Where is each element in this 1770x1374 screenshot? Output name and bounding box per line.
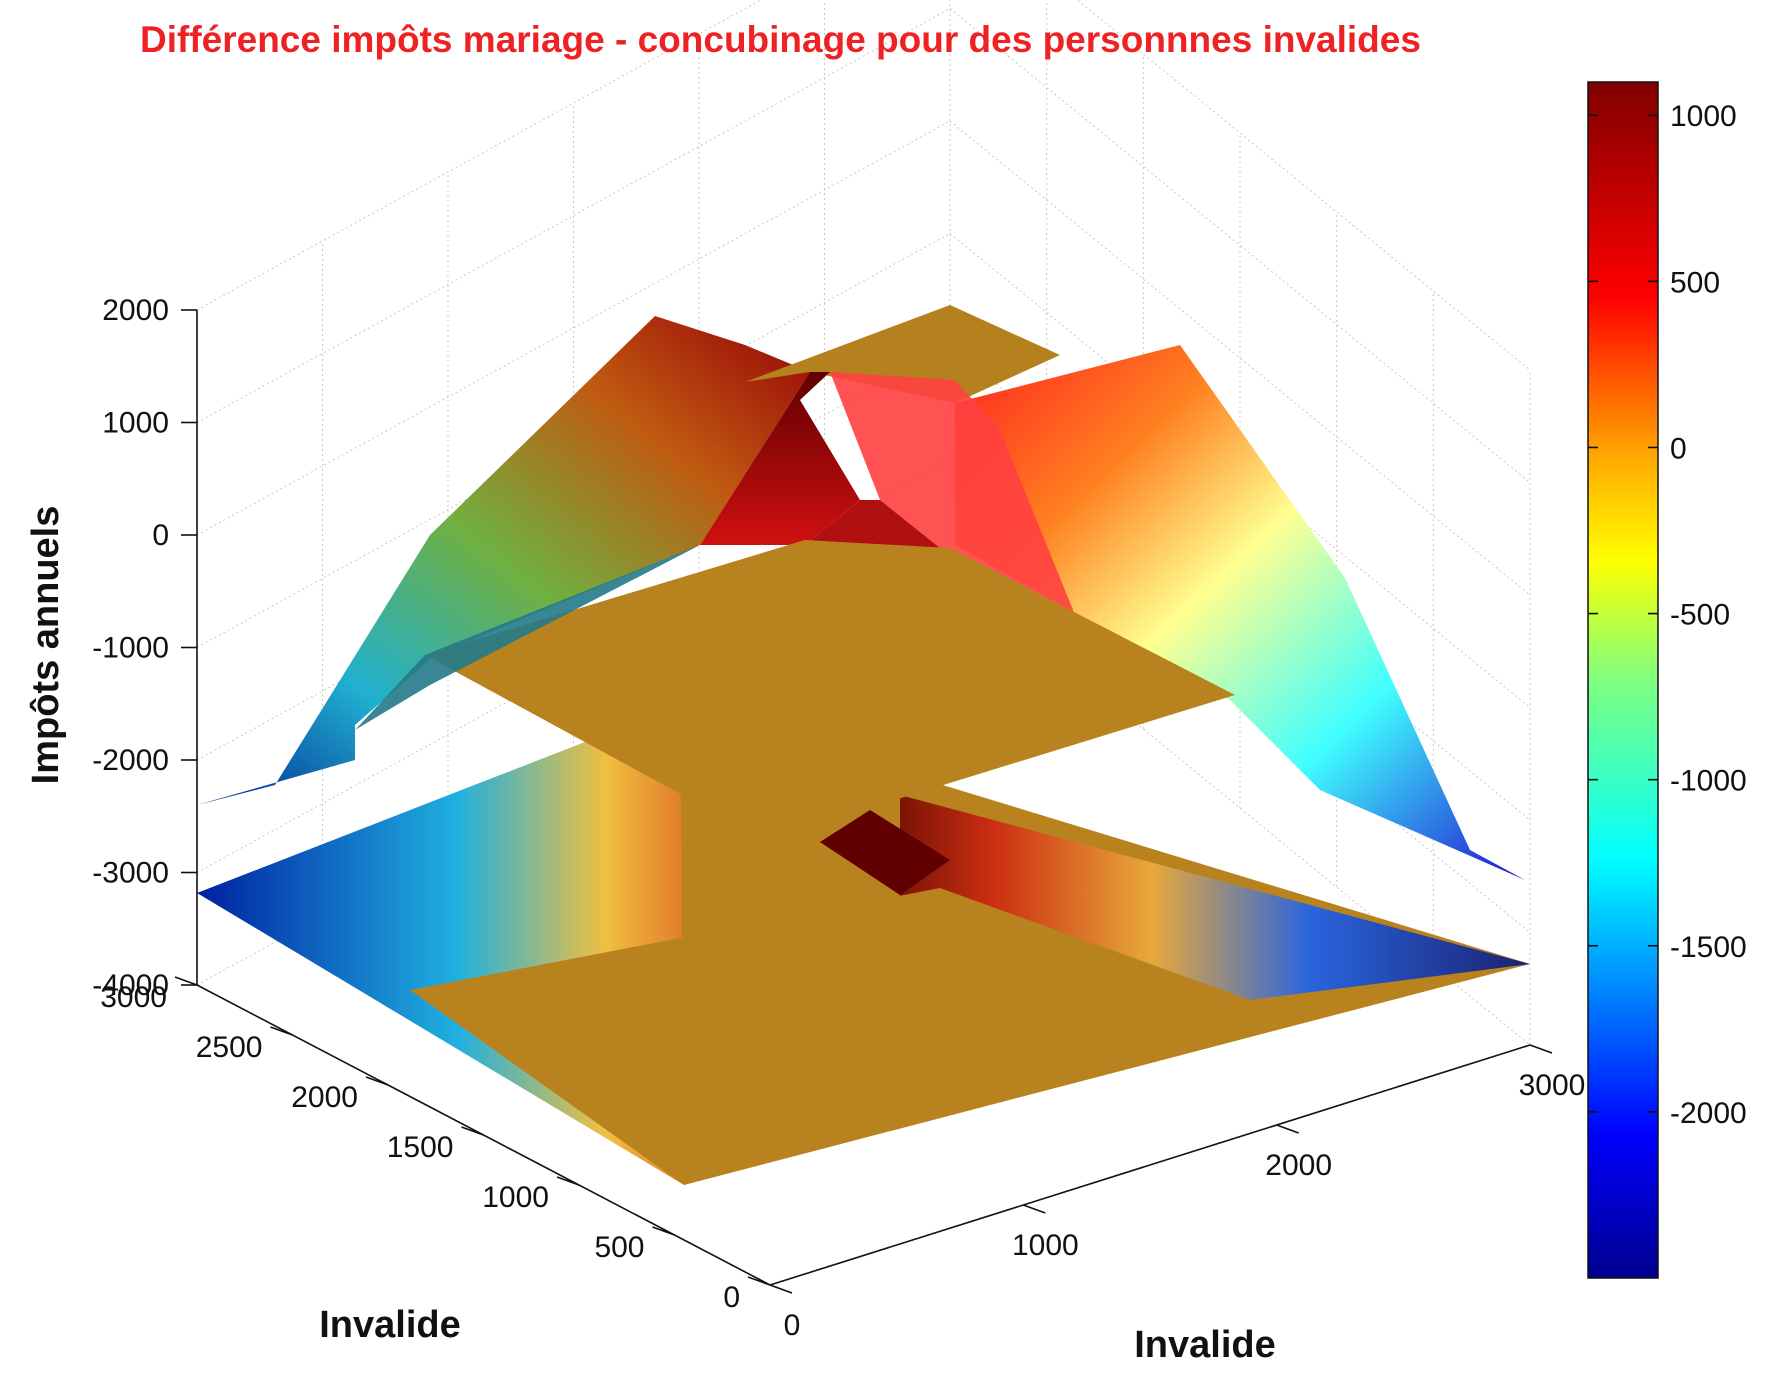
x-tick-label: 2000 [1265, 1149, 1332, 1182]
contour-projection-right-band [900, 795, 1530, 1000]
grid-line [196, 8, 951, 423]
grid-line [196, 233, 951, 648]
z-tick-label: 1000 [102, 407, 169, 440]
x-tick [769, 1284, 793, 1294]
y-tick-label: 2500 [196, 1031, 263, 1064]
colorbar-tick-label: -1500 [1670, 931, 1747, 964]
z-axis-label: Impôts annuels [25, 506, 67, 785]
x-tick-label: 3000 [1519, 1069, 1586, 1102]
y-tick-label: 500 [594, 1231, 644, 1264]
surface-plot [197, 305, 1530, 1185]
x-tick [1023, 1204, 1046, 1214]
y-tick [461, 1126, 484, 1136]
colorbar-tick-label: 0 [1670, 432, 1687, 465]
colorbar-tick-label: -1000 [1670, 765, 1747, 798]
y-tick [747, 1276, 771, 1286]
surface-front-plate [425, 540, 1235, 840]
x-tick-label: 0 [784, 1309, 801, 1342]
contour-projection-flat [410, 888, 1250, 1185]
z-tick-label: -1000 [92, 632, 169, 665]
contour-peak-spot [820, 810, 950, 895]
z-tick-label: -2000 [92, 744, 169, 777]
surface-peak-right [830, 372, 1075, 615]
colorbar-ticks: 1000 500 0 -500 -1000 -1500 -2000 [1588, 100, 1747, 1130]
x-axis-line [769, 1044, 1531, 1286]
z-tick-label: -4000 [92, 969, 169, 1002]
surface-left-slope [197, 316, 810, 805]
z-tick-label: 0 [152, 519, 169, 552]
surface-right-slope [955, 345, 1525, 880]
y-tick-label: 0 [723, 1281, 740, 1314]
y-tick-label: 1500 [387, 1131, 454, 1164]
z-tick-label: 2000 [102, 294, 169, 327]
colorbar [1587, 81, 1659, 1279]
z-tick-label: -3000 [92, 857, 169, 890]
x-tick-label: 1000 [1012, 1229, 1079, 1262]
colorbar-tick-label: 500 [1670, 266, 1720, 299]
y-tick [556, 1176, 580, 1186]
x-axis-label: Invalide [1134, 1324, 1276, 1366]
y-tick [270, 1026, 293, 1036]
y-axis-label: Invalide [319, 1304, 461, 1346]
colorbar-tick-label: -500 [1670, 599, 1730, 632]
y-tick [652, 1226, 675, 1236]
x-tick [1529, 1044, 1553, 1054]
surface-back-plate [745, 305, 1060, 403]
y-tick [365, 1076, 389, 1086]
x-tick [1276, 1124, 1299, 1134]
chart-title: Différence impôts mariage - concubinage … [140, 19, 1421, 60]
y-tick-label: 3000 [100, 981, 167, 1014]
y-tick [174, 976, 198, 986]
surface-peak-front [805, 500, 940, 548]
colorbar-tick-label: -2000 [1670, 1097, 1747, 1130]
colorbar-tick-label: 1000 [1670, 100, 1737, 133]
y-tick-label: 1000 [482, 1181, 549, 1214]
y-tick-label: 2000 [291, 1081, 358, 1114]
surface-peak-left [700, 372, 860, 545]
axes: 2000 1000 0 -1000 -2000 -3000 -4000 0 500 1000 150… [92, 294, 1585, 1342]
